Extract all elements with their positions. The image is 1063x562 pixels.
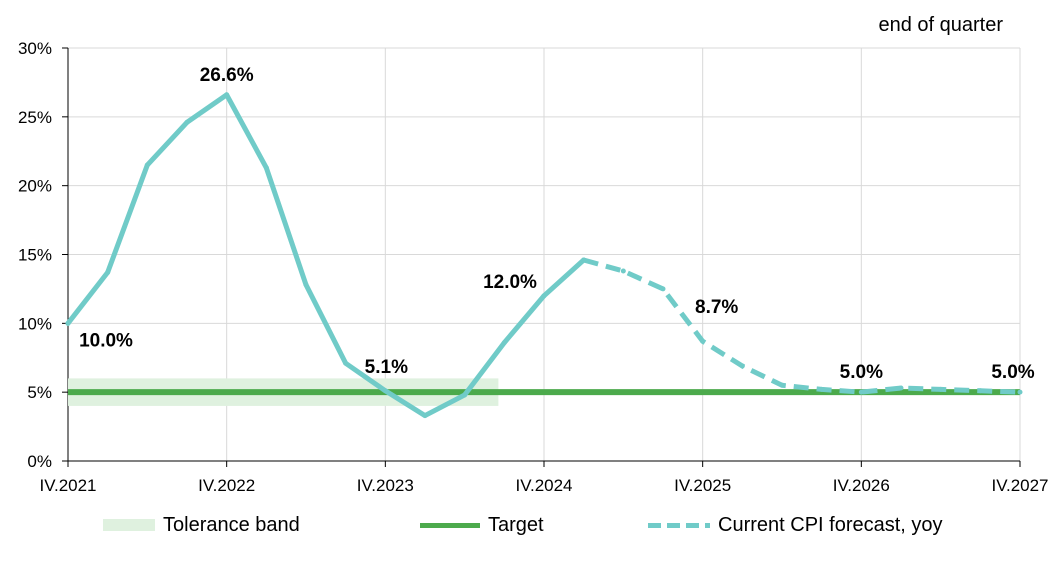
cpi-point [700, 338, 706, 344]
data-label: 5.0% [840, 362, 883, 383]
cpi-point [938, 386, 944, 392]
y-tick-label: 20% [18, 177, 52, 196]
cpi-point [739, 363, 745, 369]
cpi-point [422, 413, 428, 419]
data-label: 12.0% [483, 272, 537, 293]
data-label: 5.0% [991, 362, 1034, 383]
x-tick-label: IV.2026 [833, 476, 890, 495]
cpi-point [1017, 389, 1023, 395]
cpi-point [462, 392, 468, 398]
cpi-point [382, 388, 388, 394]
chart-note: end of quarter [878, 14, 1003, 36]
chart-plot: 0% 5% 10% 15% 20% 25% 30% IV.2021 IV.2022 IV.2023… [18, 39, 1049, 495]
cpi-point [858, 389, 864, 395]
cpi-actual-line [65, 92, 587, 419]
cpi-point [224, 92, 230, 98]
y-tick-label: 25% [18, 108, 52, 127]
y-tick-label: 15% [18, 246, 52, 265]
cpi-point [184, 119, 190, 125]
cpi-point [343, 360, 349, 366]
legend-label-forecast: Current CPI forecast, yoy [718, 513, 943, 536]
data-label: 5.1% [365, 357, 408, 378]
cpi-point [819, 386, 825, 392]
cpi-point [501, 340, 507, 346]
data-label: 8.7% [695, 297, 738, 318]
cpi-forecast-line [582, 257, 1021, 395]
legend-swatch-tolerance-band [103, 519, 155, 531]
x-tick-label: IV.2027 [991, 476, 1048, 495]
legend-item-tolerance-band: Tolerance band [103, 508, 300, 542]
cpi-point [620, 268, 626, 274]
cpi-point [65, 320, 71, 326]
cpi-point [105, 269, 111, 275]
x-tick-label: IV.2022 [198, 476, 255, 495]
legend-label-tolerance-band: Tolerance band [163, 513, 300, 536]
cpi-point [581, 257, 587, 263]
data-label: 10.0% [79, 330, 133, 351]
x-tick-label: IV.2024 [515, 476, 572, 495]
x-tick-label: IV.2021 [39, 476, 96, 495]
legend: Tolerance band Target Current CPI foreca… [0, 508, 1063, 542]
y-tick-label: 0% [27, 452, 52, 471]
legend-swatch-target [420, 522, 480, 528]
cpi-point [779, 382, 785, 388]
cpi-point [898, 385, 904, 391]
legend-label-target: Target [488, 513, 544, 536]
x-tick-label: IV.2023 [357, 476, 414, 495]
y-tick-label: 30% [18, 39, 52, 58]
cpi-point [541, 293, 547, 299]
y-tick-label: 5% [27, 383, 52, 402]
cpi-point [144, 162, 150, 168]
cpi-point [263, 165, 269, 171]
legend-swatch-forecast [648, 522, 710, 528]
cpi-point [660, 286, 666, 292]
data-label: 26.6% [200, 65, 254, 86]
legend-item-forecast: Current CPI forecast, yoy [648, 508, 943, 542]
cpi-point [977, 388, 983, 394]
cpi-point [303, 282, 309, 288]
legend-item-target: Target [420, 508, 544, 542]
y-tick-label: 10% [18, 314, 52, 333]
x-tick-label: IV.2025 [674, 476, 731, 495]
